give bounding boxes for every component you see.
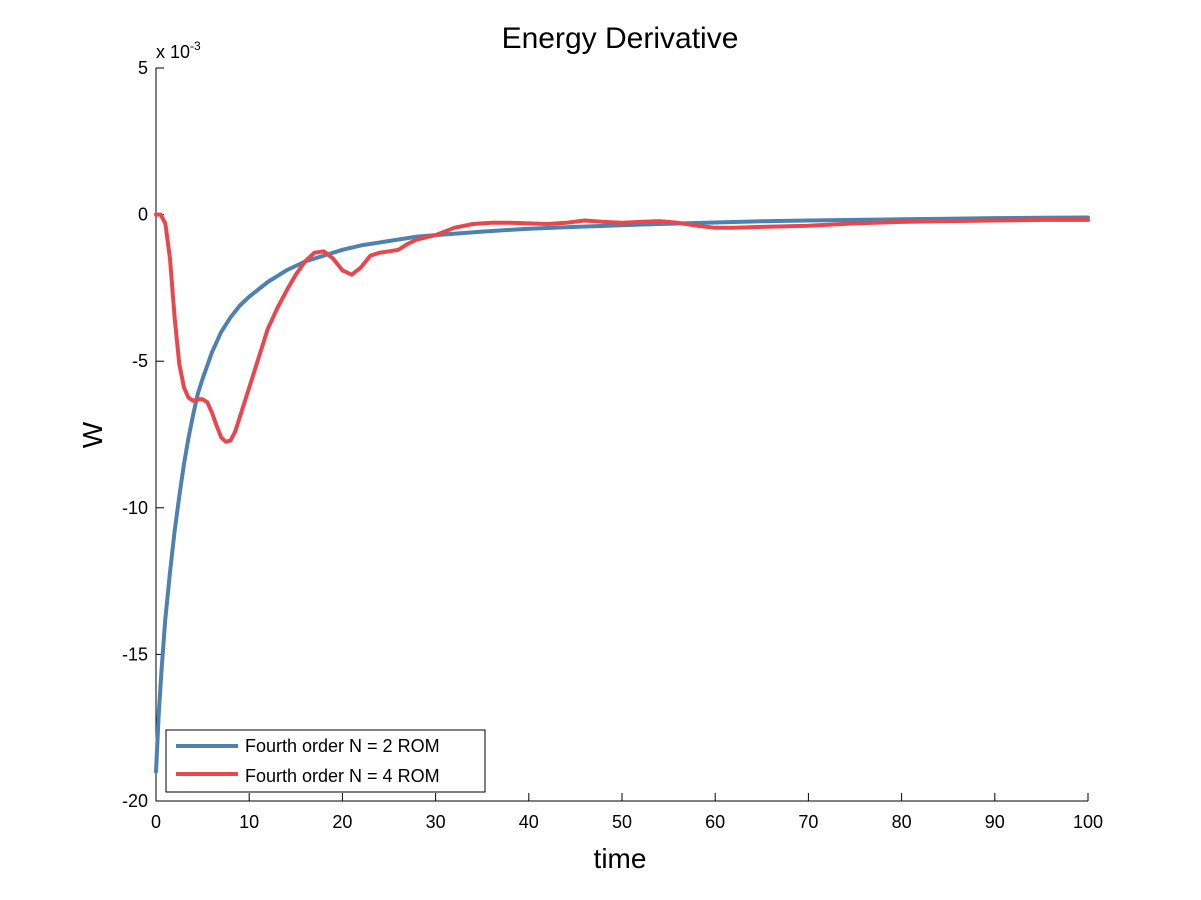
legend-box	[165, 729, 486, 793]
x-tick-label: 10	[239, 812, 259, 832]
y-exponent-power: -3	[190, 39, 201, 53]
series-line-n4	[154, 212, 1090, 444]
legend-label-n2: Fourth order N = 2 ROM	[245, 736, 440, 756]
y-tick-label: -20	[122, 791, 148, 811]
x-tick-label: 80	[892, 812, 912, 832]
y-tick-label: -5	[132, 351, 148, 371]
y-tick-label: -10	[122, 498, 148, 518]
legend-label-n4: Fourth order N = 4 ROM	[245, 766, 440, 786]
chart-title: Energy Derivative	[502, 22, 739, 55]
y-axis-label: W	[77, 421, 108, 448]
y-exponent-base: x 10	[156, 42, 190, 62]
y-tick-label: 5	[138, 58, 148, 78]
series-layer	[154, 212, 1090, 774]
x-tick-label: 50	[612, 812, 632, 832]
x-tick-label: 70	[798, 812, 818, 832]
y-tick-label: 0	[138, 205, 148, 225]
y-tick-label: -15	[122, 644, 148, 664]
x-tick-label: 90	[985, 812, 1005, 832]
x-tick-label: 40	[519, 812, 539, 832]
x-tick-label: 30	[426, 812, 446, 832]
legend: Fourth order N = 2 ROM Fourth order N = …	[165, 729, 486, 793]
x-tick-label: 20	[332, 812, 352, 832]
series-line-n2	[154, 215, 1090, 774]
x-tick-label: 100	[1073, 812, 1103, 832]
x-axis-label: time	[594, 843, 647, 874]
x-tick-label: 60	[705, 812, 725, 832]
y-axis-ticks: -20 -15 -10 -5 0 5	[122, 58, 164, 811]
y-exponent-label: x 10-3	[156, 39, 201, 62]
x-axis-ticks: 0 10 20 30 40 50 60 70 80 90 100	[151, 793, 1103, 832]
x-tick-label: 0	[151, 812, 161, 832]
